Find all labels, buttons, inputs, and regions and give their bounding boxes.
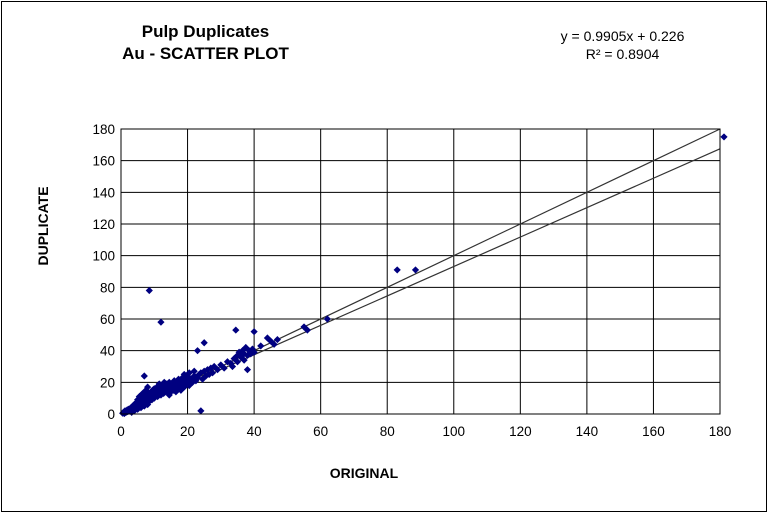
data-point	[217, 361, 225, 369]
data-point	[140, 372, 148, 380]
data-point	[157, 318, 165, 326]
data-point	[145, 397, 153, 405]
x-tick-label: 140	[576, 424, 599, 439]
data-point	[250, 328, 258, 336]
x-tick-label: 20	[180, 424, 195, 439]
data-point	[228, 362, 237, 371]
data-point	[193, 347, 202, 355]
chart-title-block: Pulp Duplicates Au - SCATTER PLOT	[88, 21, 323, 65]
y-tick-label: 40	[100, 344, 115, 359]
y-tick-label: 120	[92, 217, 115, 232]
data-point	[144, 383, 152, 391]
data-point	[188, 378, 197, 386]
data-point	[167, 388, 175, 396]
x-tick-label: 160	[642, 424, 665, 439]
data-point	[240, 356, 248, 364]
x-tick-label: 180	[709, 424, 732, 439]
x-tick-label: 120	[509, 424, 532, 439]
data-point	[145, 286, 153, 295]
data-point	[257, 342, 265, 350]
data-point	[140, 402, 148, 410]
trendline-equation-block: y = 0.9905x + 0.226 R² = 0.8904	[520, 27, 725, 63]
x-tick-label: 0	[117, 424, 125, 439]
chart-title: Pulp Duplicates	[141, 22, 270, 41]
plot-area-border	[120, 128, 721, 415]
y-tick-labels: 0 20 40 60 80 100 120 140 160 180	[92, 122, 115, 422]
data-point	[190, 367, 198, 375]
y-tick-label: 20	[100, 375, 115, 390]
data-point	[185, 369, 193, 377]
data-point	[250, 348, 258, 356]
data-point	[213, 366, 222, 374]
data-point	[323, 315, 331, 323]
y-tick-label: 180	[92, 122, 115, 137]
x-tick-label: 40	[247, 424, 262, 439]
chart-subtitle: Au - SCATTER PLOT	[122, 44, 289, 63]
x-tick-labels: 0 20 40 60 80 100 120 140 160 180	[117, 424, 731, 439]
x-axis-title: ORIGINAL	[330, 465, 399, 481]
data-point	[197, 407, 205, 415]
data-point	[220, 364, 228, 372]
data-point	[200, 339, 208, 347]
data-point	[720, 133, 728, 141]
data-point	[172, 388, 180, 396]
data-point	[232, 326, 240, 334]
x-tick-label: 80	[380, 424, 395, 439]
data-point	[248, 345, 257, 353]
y-axis-title: DUPLICATE	[35, 186, 51, 265]
y-tick-label: 80	[100, 280, 115, 295]
y-tick-label: 140	[92, 185, 115, 200]
trendline-equation: y = 0.9905x + 0.226	[560, 28, 685, 44]
y-tick-label: 60	[100, 312, 115, 327]
y-tick-label: 100	[92, 249, 115, 264]
data-point	[303, 326, 311, 334]
data-point	[393, 266, 401, 274]
data-point	[197, 369, 205, 377]
x-tick-label: 100	[443, 424, 466, 439]
data-point	[273, 335, 282, 344]
trendline-r-squared: R² = 0.8904	[585, 46, 660, 62]
data-point	[154, 392, 162, 401]
data-point	[270, 340, 278, 348]
data-point	[180, 383, 188, 391]
data-point	[208, 369, 217, 377]
data-point	[243, 366, 252, 374]
y-tick-label: 160	[92, 154, 115, 169]
data-point	[247, 350, 255, 358]
data-points	[119, 133, 728, 418]
y-tick-label: 0	[107, 407, 115, 422]
x-tick-label: 60	[313, 424, 328, 439]
data-point	[411, 266, 420, 274]
data-point	[233, 358, 242, 366]
